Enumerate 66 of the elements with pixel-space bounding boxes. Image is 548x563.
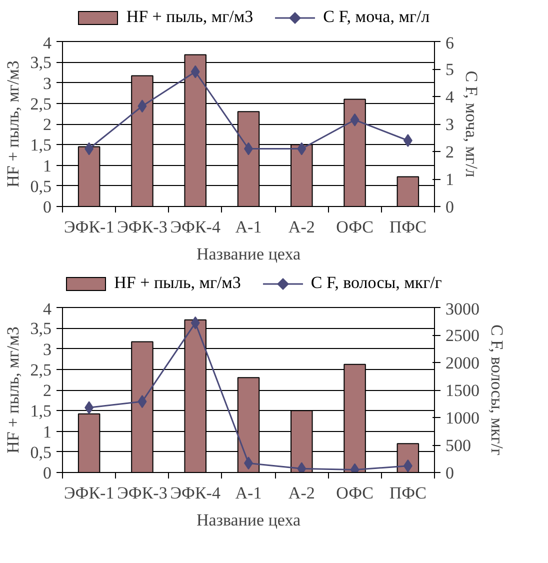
point [190, 65, 200, 78]
point [297, 142, 306, 156]
y-tick-label: 2 [43, 115, 52, 134]
point [138, 100, 147, 113]
point [138, 395, 147, 408]
y2-tick-label: 2000 [446, 354, 480, 372]
point [190, 316, 200, 330]
point [350, 113, 360, 126]
y-axis-title: HF + пыль, мг/м3 [3, 326, 22, 454]
y-tick-label: 1,5 [30, 402, 52, 421]
y-tick-label: 3,5 [30, 53, 52, 72]
y2-tick-label: 4 [446, 88, 454, 106]
legend-label: HF + пыль, мг/м3 [126, 7, 254, 26]
y2-axis-title: C F, моча, мг/л [462, 70, 481, 178]
y2-tick-label: 2500 [446, 326, 480, 345]
y2-tick-label: 0 [446, 464, 454, 482]
x-tick-label: ЭФК-4 [170, 484, 221, 502]
point [403, 134, 412, 147]
y-tick-label: 0,5 [30, 442, 52, 462]
x-axis-title: Название цеха [196, 244, 302, 264]
x-tick-label: А-1 [235, 218, 262, 236]
y-tick-label: 3 [43, 74, 52, 93]
y2-tick-label: 3000 [446, 300, 480, 318]
y-tick-label: 0,5 [30, 176, 52, 196]
y2-tick-label: 500 [446, 436, 471, 455]
y-tick-label: 1 [43, 422, 52, 442]
y-tick-label: 1,5 [30, 136, 52, 155]
y-tick-label: 2,5 [30, 94, 52, 114]
y2-tick-label: 5 [446, 60, 454, 79]
x-tick-label: ЭФК-1 [64, 484, 114, 502]
y-tick-label: 3,5 [30, 319, 52, 338]
legend-label: C F, моча, мг/л [323, 7, 430, 26]
point [84, 142, 94, 156]
point [403, 459, 412, 472]
y2-tick-label: 3 [446, 115, 454, 134]
y-tick-label: 4 [43, 300, 52, 318]
y-tick-label: 0 [43, 464, 52, 482]
y-tick-label: 3 [43, 340, 52, 359]
legend-label: HF + пыль, мг/м3 [114, 273, 241, 292]
x-tick-label: А-2 [288, 484, 315, 502]
x-tick-label: ЭФК-1 [64, 218, 114, 236]
y-axis-title: HF + пыль, мг/м3 [3, 60, 22, 188]
y2-tick-label: 1500 [446, 381, 480, 400]
x-tick-label: ЭФК-3 [117, 218, 168, 236]
x-tick-label: ПФС [389, 484, 426, 502]
y2-tick-label: 1000 [446, 408, 480, 428]
y-tick-label: 4 [43, 34, 52, 52]
legend-label: C F, волосы, мкг/г [310, 273, 442, 292]
y2-axis-title: C F, волосы, мкг/г [488, 324, 506, 456]
x-tick-label: А-2 [288, 218, 315, 236]
y2-tick-label: 1 [446, 170, 454, 189]
x-tick-label: А-1 [235, 484, 262, 502]
y-tick-label: 2 [43, 381, 52, 400]
y-tick-label: 2,5 [30, 360, 52, 380]
y2-tick-label: 6 [446, 34, 454, 52]
point [84, 401, 94, 414]
x-tick-label: ОФС [336, 218, 374, 236]
x-tick-label: ПФС [389, 218, 426, 236]
y2-tick-label: 2 [446, 142, 454, 162]
x-tick-label: ОФС [336, 484, 374, 502]
x-tick-label: ЭФК-4 [170, 218, 221, 236]
x-axis-title: Название цеха [196, 510, 302, 530]
x-tick-label: ЭФК-3 [117, 484, 168, 502]
y-tick-label: 0 [43, 198, 52, 216]
y2-tick-label: 0 [446, 198, 454, 216]
y-tick-label: 1 [43, 156, 52, 176]
